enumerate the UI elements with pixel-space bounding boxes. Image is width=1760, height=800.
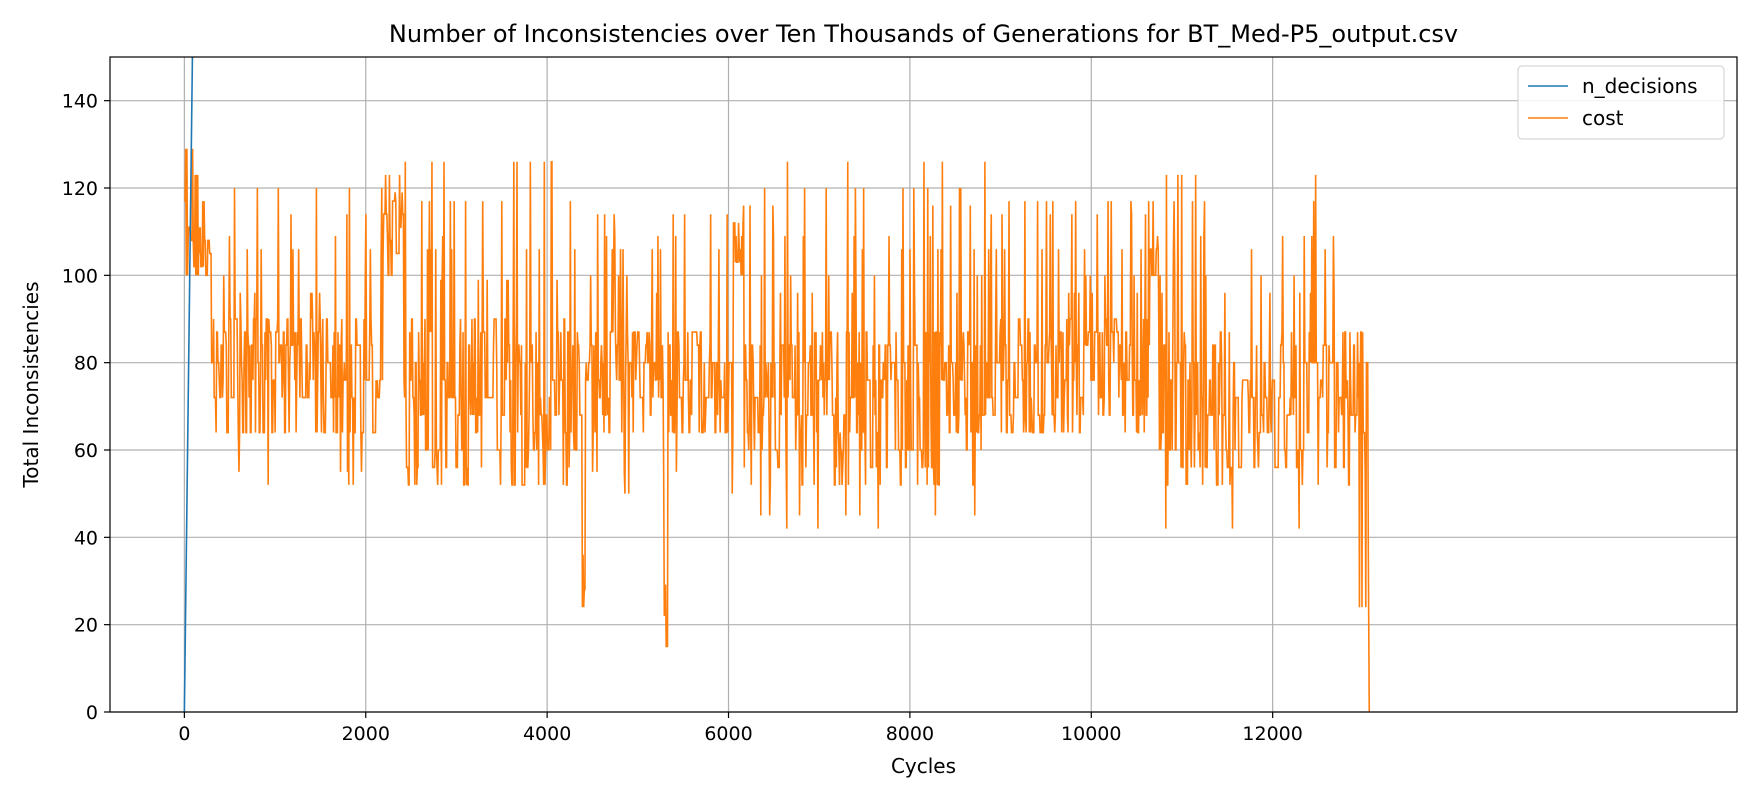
series-lines: [183, 57, 1371, 712]
chart-title: Number of Inconsistencies over Ten Thous…: [389, 20, 1458, 48]
axis-ticks: 0 2000 4000 6000 8000 10000 12000 0 20 40 60 80 100 1…: [62, 91, 1303, 745]
x-tick-label: 10000: [1061, 723, 1121, 745]
series-line-cost: [184, 148, 1371, 712]
x-axis-label: Cycles: [891, 754, 956, 778]
plot-frame: [109, 56, 1738, 713]
x-tick-label: 0: [178, 723, 190, 745]
legend-label-n_decisions: n_decisions: [1582, 74, 1698, 98]
y-tick-label: 80: [74, 353, 98, 375]
legend: n_decisions cost: [1517, 65, 1725, 140]
y-tick-label: 60: [74, 440, 98, 462]
x-tick-label: 8000: [886, 723, 934, 745]
y-tick-label: 140: [62, 91, 98, 113]
y-tick-label: 120: [62, 178, 98, 200]
series-line-n_decisions: [183, 57, 194, 712]
x-tick-label: 2000: [342, 723, 390, 745]
y-tick-label: 20: [74, 615, 98, 637]
x-tick-label: 6000: [704, 723, 752, 745]
legend-label-cost: cost: [1582, 106, 1624, 130]
y-axis-label: Total Inconsistencies: [19, 281, 43, 488]
legend-box: [1517, 65, 1725, 140]
x-tick-label: 12000: [1242, 723, 1302, 745]
y-tick-label: 0: [86, 702, 98, 724]
y-tick-label: 100: [62, 265, 98, 287]
x-tick-label: 4000: [523, 723, 571, 745]
y-tick-label: 40: [74, 527, 98, 549]
